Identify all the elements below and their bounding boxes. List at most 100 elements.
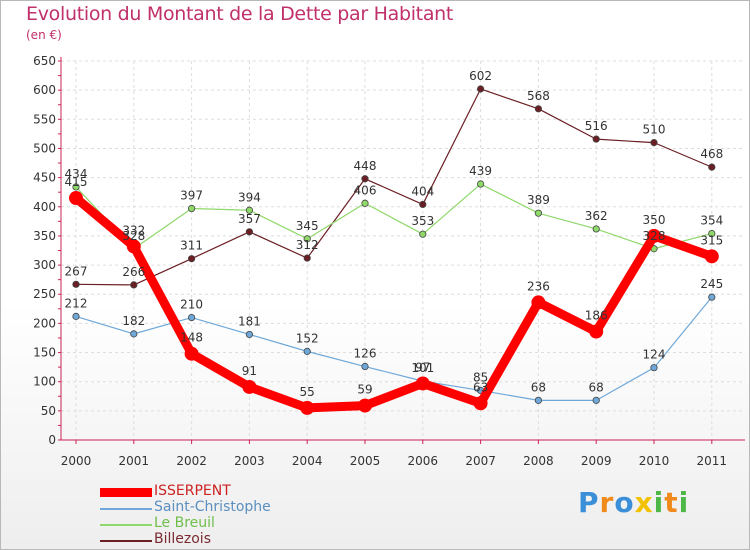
x-tick-label: 2004 xyxy=(292,454,323,468)
data-label-isserpent: 236 xyxy=(527,279,550,293)
point-le-breuil xyxy=(245,206,253,214)
point-le-breuil xyxy=(708,229,716,238)
data-label-saint-christophe: 68 xyxy=(531,380,546,394)
point-billezois xyxy=(245,228,253,236)
data-label-billezois: 602 xyxy=(469,69,492,83)
data-label-saint-christophe: 182 xyxy=(122,314,145,328)
data-label-le-breuil: 354 xyxy=(700,214,723,228)
data-label-billezois: 357 xyxy=(238,212,261,226)
data-label-saint-christophe: 124 xyxy=(643,348,666,362)
data-label-isserpent: 63 xyxy=(473,380,488,394)
point-billezois xyxy=(72,280,80,288)
chart-title: Evolution du Montant de la Dette par Hab… xyxy=(26,3,454,25)
legend-item: Le Breuil xyxy=(100,515,360,532)
point-billezois xyxy=(534,105,543,113)
point-saint-christophe xyxy=(708,293,716,301)
data-label-billezois: 404 xyxy=(411,184,434,198)
y-axis-ticks: 0 50 100 150 200 250 300 350 400 450 500 550 600 650 xyxy=(33,54,56,447)
y-tick-label: 0 xyxy=(48,433,56,447)
data-label-billezois: 311 xyxy=(180,239,203,253)
y-tick-label: 150 xyxy=(33,346,56,360)
brand-letter: x xyxy=(634,486,654,519)
brand-letter: t xyxy=(664,486,679,519)
legend-label: Saint-Christophe xyxy=(154,499,271,515)
data-label-le-breuil: 353 xyxy=(411,214,434,228)
point-saint-christophe xyxy=(592,396,600,404)
series-line-billezois xyxy=(75,88,713,286)
data-label-le-breuil: 389 xyxy=(527,193,550,207)
point-le-breuil xyxy=(188,204,196,213)
point-isserpent xyxy=(473,396,488,411)
y-tick-label: 650 xyxy=(33,54,56,68)
point-le-breuil xyxy=(476,180,485,188)
brand-letter: r xyxy=(599,486,615,519)
data-label-saint-christophe: 85 xyxy=(473,370,488,384)
x-tick-label: 2002 xyxy=(176,454,207,468)
y-tick-label: 50 xyxy=(41,404,56,418)
data-label-le-breuil: 345 xyxy=(296,219,319,233)
point-saint-christophe xyxy=(361,362,369,371)
data-label-isserpent: 97 xyxy=(415,360,430,374)
x-tick-label: 2010 xyxy=(639,454,670,468)
brand-logo: Proxiti xyxy=(578,486,689,519)
x-tick-label: 2006 xyxy=(408,454,439,468)
data-label-billezois: 312 xyxy=(296,238,319,252)
point-le-breuil xyxy=(419,230,427,238)
x-tick-label: 2009 xyxy=(581,454,612,468)
data-label-billezois: 568 xyxy=(527,89,550,103)
data-label-billezois: 448 xyxy=(354,159,377,173)
data-label-isserpent: 91 xyxy=(242,364,257,378)
data-label-saint-christophe: 68 xyxy=(589,380,604,394)
legend-swatch xyxy=(100,524,152,526)
series-line-saint-christophe xyxy=(75,296,713,401)
point-billezois xyxy=(419,200,427,209)
data-label-isserpent: 186 xyxy=(585,309,608,323)
point-isserpent xyxy=(415,376,430,391)
y-tick-label: 450 xyxy=(33,171,56,185)
data-label-saint-christophe: 101 xyxy=(411,361,434,375)
brand-letter: P xyxy=(578,486,600,519)
y-tick-label: 300 xyxy=(33,258,56,272)
point-isserpent xyxy=(647,228,661,243)
data-label-billezois: 266 xyxy=(122,265,145,279)
y-tick-label: 200 xyxy=(33,316,56,330)
x-tick-label: 2008 xyxy=(523,454,554,468)
data-label-le-breuil: 362 xyxy=(585,209,608,223)
point-saint-christophe xyxy=(303,347,311,355)
point-billezois xyxy=(708,163,716,171)
y-tick-label: 350 xyxy=(33,229,56,243)
point-isserpent xyxy=(300,400,315,415)
point-le-breuil xyxy=(361,199,369,207)
y-tick-label: 550 xyxy=(33,112,56,126)
y-tick-label: 600 xyxy=(33,83,56,97)
data-label-isserpent: 148 xyxy=(180,331,203,345)
data-label-le-breuil: 434 xyxy=(65,167,88,181)
data-label-billezois: 516 xyxy=(585,119,608,133)
data-label-isserpent: 315 xyxy=(700,233,723,247)
y-tick-label: 100 xyxy=(33,375,56,389)
x-tick-label: 2007 xyxy=(465,454,496,468)
brand-letter: i xyxy=(653,486,665,519)
legend-swatch xyxy=(100,508,152,510)
point-saint-christophe xyxy=(130,330,138,338)
series-line-le-breuil xyxy=(75,183,713,250)
data-label-billezois: 267 xyxy=(65,264,88,278)
legend-item: Billezois xyxy=(100,531,360,548)
data-label-billezois: 510 xyxy=(643,123,666,137)
point-saint-christophe xyxy=(188,313,196,322)
legend-swatch xyxy=(100,540,152,542)
chart-axes xyxy=(58,57,745,444)
data-label-isserpent: 350 xyxy=(643,213,666,227)
point-billezois xyxy=(188,255,196,263)
chart-legend: ISSERPENT Saint-Christophe Le Breuil Billez… xyxy=(100,483,360,548)
data-labels: 267 266 311 357 312 448 404 602 568 516 510 468 434 3… xyxy=(65,69,724,399)
legend-label: Billezois xyxy=(154,531,211,547)
point-billezois xyxy=(361,175,369,183)
chart-series xyxy=(69,85,719,415)
point-isserpent xyxy=(589,324,604,339)
data-label-isserpent: 332 xyxy=(122,223,145,237)
brand-letter: i xyxy=(678,486,690,519)
y-tick-label: 500 xyxy=(33,141,56,155)
